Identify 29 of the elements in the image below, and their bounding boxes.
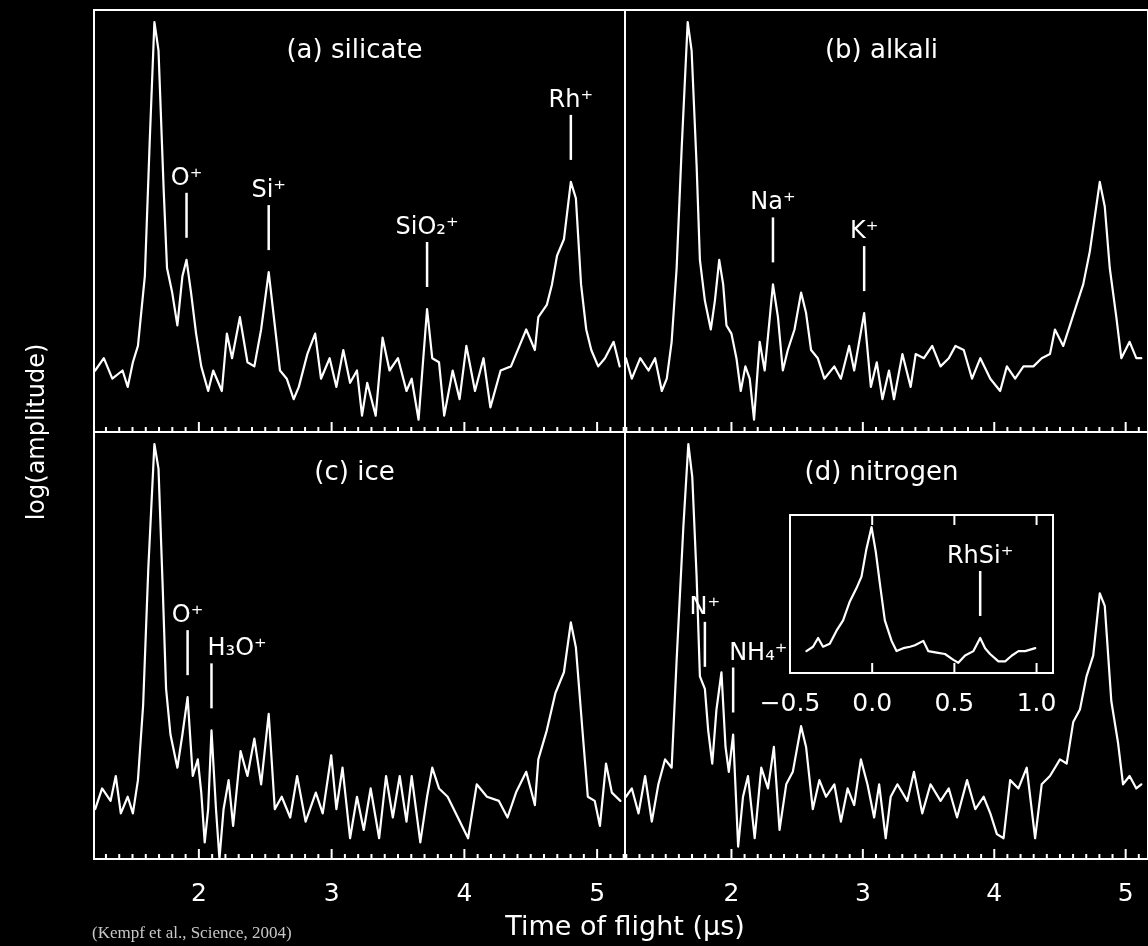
x-tick-label: 1.0 [1016,688,1057,717]
text: (Kempf et al., Science, 2004) [92,923,292,942]
x-tick-label: −0.5 [759,688,821,717]
x-tick-label: 2 [190,878,207,907]
x-tick-label: 5 [589,878,606,907]
annotation: O⁺ [170,162,203,191]
annotation: NH₄⁺ [729,637,788,666]
x-tick-label: 4 [456,878,473,907]
x-tick-label: 2 [723,878,740,907]
x-tick-label: 3 [323,878,340,907]
annotation: Na⁺ [750,187,796,216]
annotation: RhSi⁺ [946,540,1014,569]
annotation: O⁺ [171,600,204,629]
text: (c) ice [314,456,395,486]
x-tick-label: 0.5 [934,688,975,717]
annotation: Si⁺ [251,175,286,204]
annotation: H₃O⁺ [207,633,267,662]
x-axis-title: Time of flight (μs) [504,910,745,941]
text: (a) silicate [286,34,423,64]
annotation: SiO₂⁺ [395,212,459,240]
x-tick-label: 4 [986,878,1003,907]
x-tick-label: 5 [1117,878,1134,907]
x-tick-label: 0.0 [852,688,893,717]
text: (d) nitrogen [804,456,959,486]
y-axis-title: log(amplitude) [22,343,50,521]
x-tick-label: 3 [854,878,871,907]
text: (b) alkali [824,34,939,64]
annotation: Rh⁺ [548,84,594,113]
annotation: K⁺ [849,216,879,245]
